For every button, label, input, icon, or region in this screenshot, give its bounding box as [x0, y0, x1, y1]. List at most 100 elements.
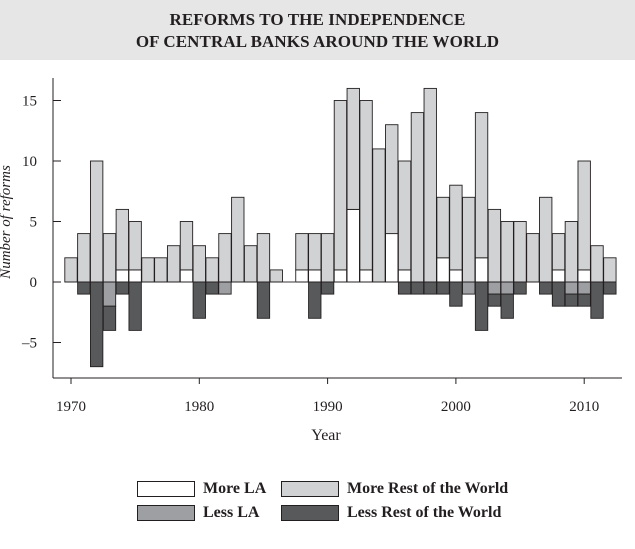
bar-more-la: [551, 269, 566, 283]
bar-less-row: [577, 293, 591, 307]
legend-swatch: [281, 505, 339, 521]
bar-less-row: [539, 281, 553, 295]
bar-less-row: [320, 281, 335, 295]
bar-less-la: [218, 281, 232, 295]
legend-label: Less LA: [203, 504, 260, 521]
bar-more-row: [90, 160, 104, 283]
bar-more-row: [372, 148, 386, 283]
bar-less-row: [397, 281, 412, 295]
bar-less-row: [423, 281, 437, 295]
bar-more-row: [243, 245, 258, 283]
x-tick-label: 2000: [441, 399, 471, 415]
x-tick-label: 2010: [569, 399, 599, 415]
bar-less-row: [77, 281, 91, 295]
x-tick-label: 1970: [56, 399, 86, 415]
bar-less-row: [102, 305, 117, 331]
legend-swatch: [137, 481, 195, 497]
bar-more-la: [128, 269, 142, 283]
bar-more-row: [436, 196, 450, 259]
legend-label: More LA: [203, 480, 267, 497]
bar-less-la: [564, 281, 579, 295]
bar-less-row: [256, 281, 271, 319]
bar-more-row: [564, 221, 579, 283]
bar-less-row: [590, 281, 604, 319]
bar-less-row: [308, 281, 322, 319]
bar-more-la: [359, 269, 373, 283]
bar-more-row: [474, 112, 489, 259]
bar-more-row: [218, 233, 232, 283]
bar-more-row: [320, 233, 335, 283]
y-axis-title: Number of reforms: [0, 165, 14, 280]
y-tick-label: 0: [30, 275, 38, 291]
bar-less-la: [577, 281, 591, 295]
bar-more-row: [577, 160, 591, 271]
bar-less-row: [551, 281, 566, 307]
bar-more-row: [513, 221, 527, 283]
y-tick-label: –5: [21, 336, 37, 352]
bar-more-row: [539, 196, 553, 283]
bar-more-la: [436, 257, 450, 283]
bar-more-row: [603, 257, 617, 283]
bar-more-row: [526, 233, 540, 283]
bar-more-row: [333, 100, 348, 271]
bar-more-row: [205, 257, 219, 283]
legend-swatch: [281, 481, 339, 497]
axis-labels: 15 10 5 0 –5 1970 1980 1990 2000 2010 Year Number o…: [0, 94, 599, 445]
bar-less-row: [449, 281, 463, 307]
bar-less-row: [603, 281, 617, 295]
bar-more-row: [192, 245, 206, 283]
bar-less-row: [90, 281, 104, 368]
bar-more-row: [166, 245, 181, 283]
y-tick-label: 5: [30, 215, 38, 231]
bar-less-la: [500, 281, 514, 295]
bar-less-row: [487, 293, 502, 307]
bar-more-la: [179, 269, 194, 283]
bar-more-row: [269, 269, 283, 283]
bar-more-row: [295, 233, 309, 271]
bar-less-la: [462, 281, 476, 295]
bar-less-la: [487, 281, 502, 295]
bar-more-la: [333, 269, 348, 283]
bar-more-row: [346, 87, 360, 210]
bar-less-row: [474, 281, 489, 331]
y-tick-label: 10: [22, 154, 37, 170]
bar-more-la: [308, 269, 322, 283]
bar-less-row: [564, 293, 579, 307]
bar-more-row: [64, 257, 78, 283]
bar-more-row: [128, 221, 142, 271]
bar-more-la: [474, 257, 489, 283]
bar-more-row: [141, 257, 155, 283]
bar-less-row: [500, 293, 514, 319]
x-tick-label: 1980: [184, 399, 214, 415]
bar-more-row: [487, 208, 502, 283]
bar-more-row: [500, 221, 514, 283]
bar-more-row: [308, 233, 322, 271]
bar-more-la: [449, 269, 463, 283]
bar-more-row: [115, 208, 129, 271]
legend-label: Less Rest of the World: [347, 504, 502, 521]
bar-less-row: [115, 281, 129, 295]
bar-more-row: [423, 87, 437, 283]
x-tick-label: 1990: [313, 399, 343, 415]
chart-title-line-1: REFORMS TO THE INDEPENDENCE: [169, 10, 466, 29]
bar-less-row: [410, 281, 425, 295]
bar-less-row: [513, 281, 527, 295]
bar-more-row: [179, 221, 194, 271]
bar-more-la: [295, 269, 309, 283]
x-axis-title: Year: [311, 427, 341, 444]
bar-more-row: [590, 245, 604, 283]
bar-more-la: [397, 269, 412, 283]
bar-more-row: [551, 233, 566, 271]
bar-more-row: [77, 233, 91, 283]
bar-more-row: [385, 124, 399, 235]
chart-title-band: REFORMS TO THE INDEPENDENCE OF CENTRAL B…: [0, 0, 635, 60]
bar-more-la: [385, 233, 399, 283]
legend-swatch: [137, 505, 195, 521]
bar-less-row: [128, 281, 142, 331]
bar-more-la: [346, 208, 360, 283]
bar-more-la: [115, 269, 129, 283]
y-tick-label: 15: [22, 94, 37, 110]
bar-less-row: [436, 281, 450, 295]
bar-more-row: [397, 160, 412, 271]
